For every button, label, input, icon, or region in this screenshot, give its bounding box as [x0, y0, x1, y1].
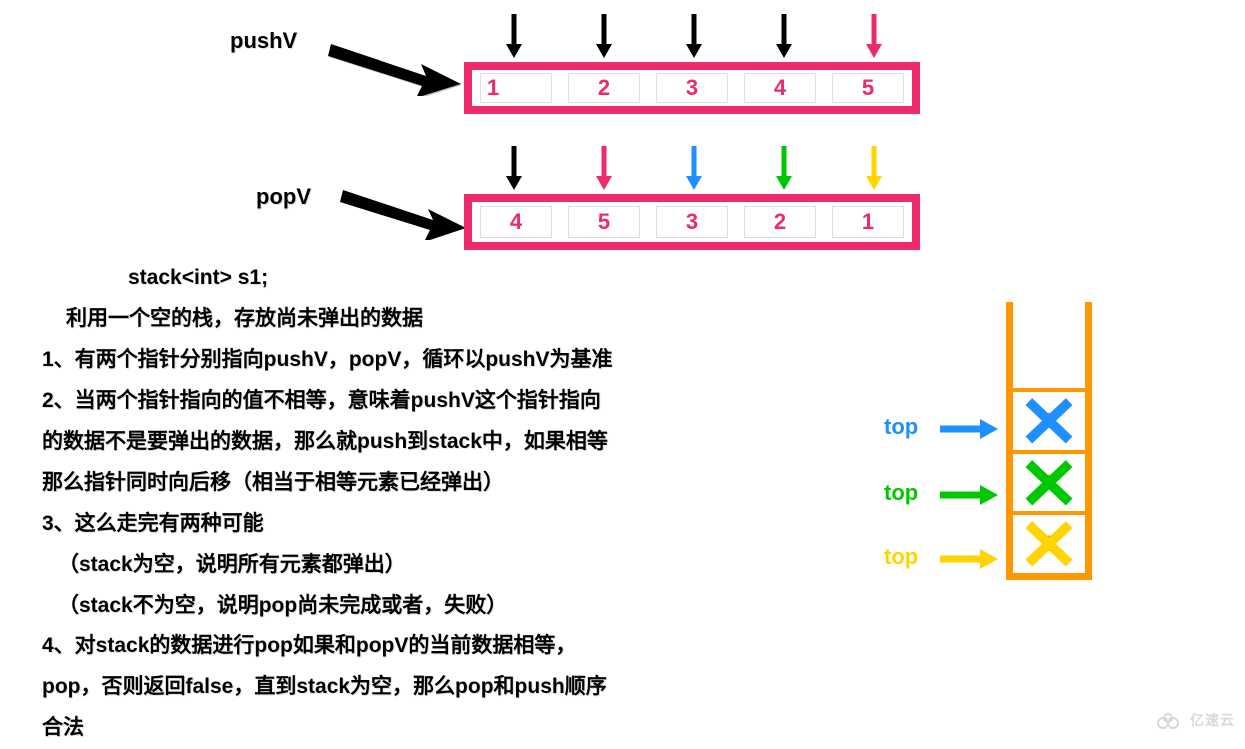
text-line11: 合法 — [42, 708, 613, 749]
stack-cell-value: 3 — [1043, 408, 1055, 434]
top-label-green: top — [884, 480, 918, 506]
top-arrow-blue — [938, 416, 1000, 442]
popv-arrow-3 — [682, 142, 706, 192]
text-line9: 4、对stack的数据进行pop如果和popV的当前数据相等， — [42, 626, 613, 667]
text-line6: 3、这么走完有两种可能 — [42, 504, 613, 545]
popv-cell: 1 — [832, 206, 904, 238]
popv-arrow-2 — [592, 142, 616, 192]
top-label-yellow: top — [884, 544, 918, 570]
watermark-text: 亿速云 — [1190, 712, 1235, 728]
top-label-blue: top — [884, 414, 918, 440]
pushv-cell: 5 — [832, 73, 904, 103]
pushv-cell: 1 — [480, 73, 552, 103]
text-line3: 2、当两个指针指向的值不相等，意味着pushV这个指针指向 — [42, 381, 613, 422]
popv-label: popV — [256, 184, 311, 210]
popv-arrow-1 — [502, 142, 526, 192]
pushv-arrow-1 — [502, 10, 526, 60]
top-arrow-yellow — [938, 546, 1000, 572]
pushv-box: 1 2 3 4 5 — [464, 62, 920, 114]
text-line4: 的数据不是要弹出的数据，那么就push到stack中，如果相等 — [42, 422, 613, 463]
arrow-to-pushv — [326, 36, 466, 96]
stack-cell-empty — [1013, 302, 1085, 392]
popv-arrow-4 — [772, 142, 796, 192]
top-arrow-green — [938, 482, 1000, 508]
pushv-arrow-3 — [682, 10, 706, 60]
explanation-text: stack<int> s1; 利用一个空的栈，存放尚未弹出的数据 1、有两个指针… — [42, 258, 613, 749]
popv-cell: 2 — [744, 206, 816, 238]
pushv-arrow-4 — [772, 10, 796, 60]
text-line10: pop，否则返回false，直到stack为空，那么pop和push顺序 — [42, 667, 613, 708]
watermark: 亿速云 — [1155, 710, 1235, 730]
text-line8: （stack不为空，说明pop尚未完成或者，失败） — [58, 586, 613, 627]
pushv-cell: 4 — [744, 73, 816, 103]
popv-cell: 4 — [480, 206, 552, 238]
pushv-cell: 2 — [568, 73, 640, 103]
popv-arrow-5 — [862, 142, 886, 192]
pushv-cell: 3 — [656, 73, 728, 103]
popv-cell: 3 — [656, 206, 728, 238]
text-line5: 那么指针同时向后移（相当于相等元素已经弹出） — [42, 463, 613, 504]
stack-cell-2: 2 — [1013, 454, 1085, 516]
pushv-arrow-5 — [862, 10, 886, 60]
stack-cell-value: 2 — [1043, 470, 1055, 496]
stack-cell-value: 1 — [1043, 531, 1055, 557]
popv-cell: 5 — [568, 206, 640, 238]
stack-cell-1: 1 — [1013, 515, 1085, 573]
text-line1: 利用一个空的栈，存放尚未弹出的数据 — [66, 299, 613, 340]
pushv-label: pushV — [230, 28, 297, 54]
text-stackdecl: stack<int> s1; — [128, 258, 613, 299]
popv-box: 4 5 3 2 1 — [464, 194, 920, 250]
stack-box: 3 2 1 — [1006, 302, 1092, 580]
stack-cell-3: 3 — [1013, 392, 1085, 454]
arrow-to-popv — [338, 184, 468, 240]
text-line2: 1、有两个指针分别指向pushV，popV，循环以pushV为基准 — [42, 340, 613, 381]
text-line7: （stack为空，说明所有元素都弹出） — [58, 545, 613, 586]
pushv-arrow-2 — [592, 10, 616, 60]
